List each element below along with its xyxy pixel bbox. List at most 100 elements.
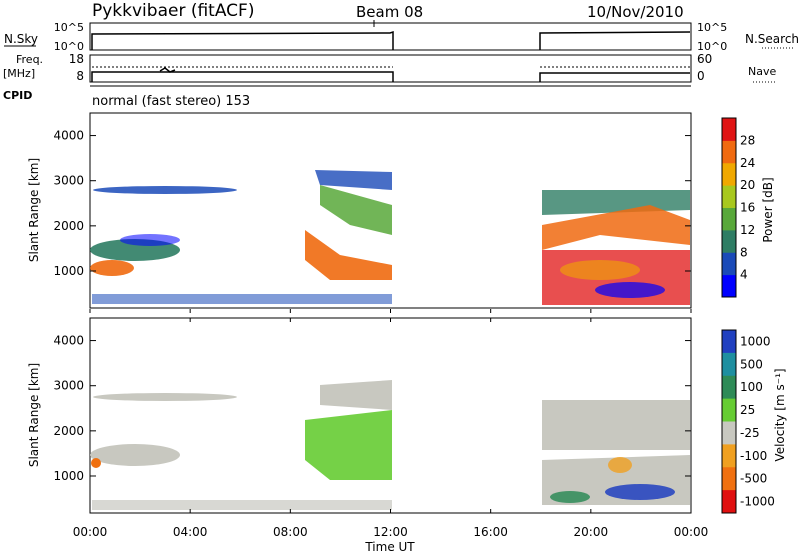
x-tick-label: 04:00: [173, 525, 208, 539]
y-tick-label: 1000: [53, 264, 84, 278]
colorbar-tick-label: -500: [740, 472, 767, 486]
y-tick-label: 3000: [53, 174, 84, 188]
x-tick-label: 12:00: [373, 525, 408, 539]
velocity-blob-3: [91, 458, 101, 468]
power-blob-12: [595, 282, 665, 298]
power-colorbar: 4 8 12 16 20 24 28: [721, 117, 755, 298]
velocity-colorbar-label: Velocity [m s⁻¹]: [773, 368, 787, 461]
figure-title: Pykkvibaer (fitACF): [92, 1, 254, 21]
colorbar-tick-label: 100: [740, 380, 763, 394]
velocity-blob-10: [550, 491, 590, 503]
freq-wiggle: [159, 67, 176, 73]
noise-panel: N.Sky 10^5 10^0 10^5 10^0 N.Search: [4, 20, 799, 53]
colorbar-swatch: [722, 444, 736, 468]
nsearch-label: N.Search: [745, 32, 799, 46]
power-data: [90, 170, 690, 305]
y-tick-label: 1000: [53, 469, 84, 483]
colorbar-tick-label: 12: [740, 223, 755, 237]
y-tick-label: 3000: [53, 379, 84, 393]
velocity-colorbar: 1000 500 100 25 -25 -100 -500 -1000: [721, 329, 775, 514]
nave-tick-right-bottom: 0: [697, 69, 705, 83]
y-tick-label: 2000: [53, 219, 84, 233]
velocity-data: [90, 380, 690, 510]
colorbar-tick-label: 28: [740, 133, 755, 147]
velocity-blob-4: [92, 500, 392, 510]
colorbar-tick-label: 16: [740, 201, 755, 215]
velocity-blob-2: [90, 444, 180, 466]
x-axis-label: Time UT: [364, 540, 415, 554]
x-tick-label: 08:00: [273, 525, 308, 539]
colorbar-frame: [721, 117, 737, 298]
power-blob-4: [120, 234, 180, 246]
colorbar-swatch: [722, 375, 736, 400]
freq-tick-left-bottom: 8: [76, 69, 84, 83]
mode-label: normal (fast stereo) 153: [92, 94, 250, 109]
noise-frame: [89, 22, 692, 51]
colorbar-tick-label: -100: [740, 449, 767, 463]
power-blob-7: [320, 185, 392, 235]
frequency-panel: Freq. [MHz] CPID 18 8 60 0 Nave: [3, 52, 776, 102]
x-tick-label: 16:00: [473, 525, 508, 539]
freq-line-segment-1: [91, 71, 394, 82]
cpid-label: CPID: [3, 89, 32, 102]
velocity-panel: 1000 2000 3000 4000 Slant Range [km]: [27, 317, 692, 514]
velocity-blob-7: [542, 400, 690, 450]
y-tick-label: 2000: [53, 424, 84, 438]
freq-frame: [89, 54, 692, 83]
colorbar-swatch: [722, 185, 736, 208]
velocity-blob-9: [605, 484, 675, 500]
y-tick-label: 4000: [53, 334, 84, 348]
colorbar-swatch: [722, 274, 736, 298]
colorbar-tick-label: 500: [740, 357, 763, 371]
colorbar-swatch: [722, 207, 736, 231]
velocity-blob-6: [320, 380, 392, 410]
y-tick-label: 4000: [53, 129, 84, 143]
colorbar-swatch: [722, 229, 736, 253]
date-label: 10/Nov/2010: [587, 3, 684, 21]
velocity-blob-5: [305, 410, 392, 480]
freq-label: Freq.: [16, 53, 43, 66]
colorbar-tick-label: -1000: [740, 495, 775, 509]
power-yticks: 1000 2000 3000 4000: [53, 129, 691, 278]
colorbar-tick-label: 25: [740, 403, 755, 417]
velocity-blob-1: [93, 393, 237, 401]
colorbar-swatch: [722, 421, 736, 445]
power-ylabel: Slant Range [km]: [27, 158, 41, 262]
power-blob-10: [542, 205, 690, 250]
colorbar-swatch: [722, 162, 736, 186]
velocity-blob-11: [608, 457, 632, 473]
velocity-ylabel: Slant Range [km]: [27, 363, 41, 467]
colorbar-tick-label: -25: [740, 426, 760, 440]
freq-unit-label: [MHz]: [3, 67, 35, 80]
noise-line-segment-2: [539, 31, 691, 50]
noise-tick-left-top: 10^5: [54, 21, 84, 34]
noise-tick-left-bottom: 10^0: [54, 40, 84, 53]
power-panel: 1000 2000 3000 4000 Slant Range [km]: [27, 112, 692, 309]
colorbar-swatch: [722, 352, 736, 377]
power-blob-3: [90, 260, 134, 276]
colorbar-tick-label: 24: [740, 156, 755, 170]
colorbar-tick-label: 4: [740, 268, 748, 282]
colorbar-swatch: [722, 252, 736, 276]
nave-label: Nave: [748, 65, 776, 78]
x-axis-ticks: 00:00 04:00 08:00 12:00 16:00 20:00 00:00: [73, 309, 709, 539]
colorbar-swatch: [722, 118, 736, 141]
noise-tick-right-bottom: 10^0: [697, 40, 727, 53]
nave-tick-right-top: 60: [697, 52, 712, 66]
colorbar-tick-label: 8: [740, 245, 748, 259]
colorbar-swatch: [722, 330, 736, 354]
colorbar-swatch: [722, 398, 736, 422]
beam-label: Beam 08: [356, 3, 423, 21]
colorbar-frame: [721, 329, 737, 514]
x-tick-label: 20:00: [574, 525, 609, 539]
power-blob-6: [305, 230, 392, 280]
noise-tick-right-top: 10^5: [697, 21, 727, 34]
x-tick-label: 00:00: [674, 525, 709, 539]
power-blob-8: [315, 170, 392, 190]
power-colorbar-label: Power [dB]: [761, 177, 775, 242]
colorbar-swatch: [722, 490, 736, 514]
noise-line-segment-1: [91, 30, 394, 50]
colorbar-swatch: [722, 467, 736, 491]
colorbar-tick-label: 1000: [740, 334, 771, 348]
